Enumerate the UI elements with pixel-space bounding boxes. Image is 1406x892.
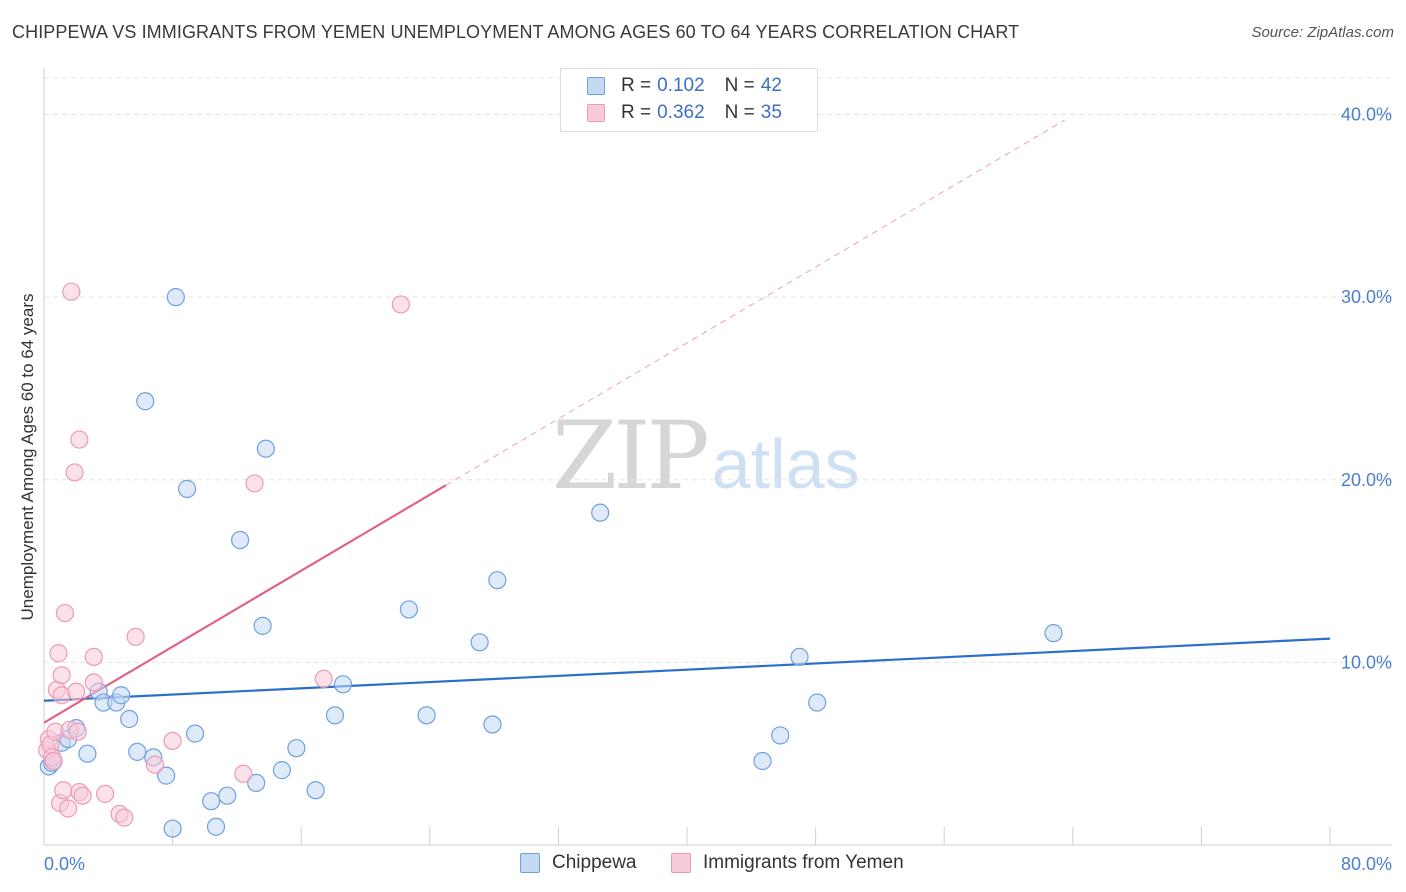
legend-r-label: R =: [621, 75, 652, 96]
point-chippewa: [253, 616, 272, 635]
legend-n-label: N =: [724, 102, 755, 123]
point-chippewa: [136, 392, 155, 411]
point-yemen: [73, 786, 92, 805]
series-legend-yemen[interactable]: Immigrants from Yemen: [671, 852, 904, 874]
series-legend: Chippewa Immigrants from Yemen: [0, 852, 1406, 876]
point-chippewa: [120, 709, 139, 729]
trendlines: [43, 119, 1331, 724]
point-chippewa: [247, 773, 266, 793]
point-chippewa: [790, 647, 809, 667]
point-chippewa: [753, 751, 772, 771]
y-tick-label: 10.0%: [1341, 652, 1392, 672]
series-legend-label: Immigrants from Yemen: [703, 852, 904, 873]
point-yemen: [70, 430, 89, 449]
legend-n-label: N =: [724, 75, 755, 96]
point-yemen: [95, 784, 115, 803]
gridlines: [44, 77, 1392, 663]
point-chippewa: [488, 571, 507, 590]
point-chippewa: [272, 761, 292, 780]
point-chippewa: [128, 742, 147, 761]
point-chippewa: [186, 724, 205, 743]
legend-n-value: 42: [760, 75, 782, 96]
trendline-yemen: [43, 484, 447, 724]
point-chippewa: [218, 786, 237, 805]
legend-r-value: 0.102: [657, 75, 705, 96]
point-yemen: [68, 722, 87, 741]
point-chippewa: [78, 744, 97, 763]
point-yemen: [126, 627, 145, 646]
point-chippewa: [808, 693, 827, 712]
point-yemen: [115, 808, 134, 827]
point-yemen: [391, 295, 410, 314]
point-yemen: [84, 647, 103, 667]
trendline-chippewa: [43, 637, 1331, 702]
point-yemen: [59, 799, 78, 818]
x-tick-label: 80.0%: [1341, 854, 1392, 874]
point-chippewa: [166, 288, 185, 307]
point-chippewa: [287, 739, 306, 758]
point-chippewa: [177, 479, 197, 498]
y-tick-label: 20.0%: [1341, 470, 1392, 490]
legend: R = 0.102 N = 42 R = 0.362 N = 35: [560, 68, 818, 132]
legend-swatch-chippewa: [587, 77, 605, 95]
point-chippewa: [325, 706, 345, 725]
x-tick-label: 0.0%: [44, 854, 85, 874]
point-yemen: [54, 781, 73, 800]
point-chippewa: [206, 817, 226, 836]
point-yemen: [163, 731, 182, 751]
point-yemen: [52, 666, 71, 685]
trendline-yemen-extension: [445, 119, 1066, 486]
series-legend-chippewa[interactable]: Chippewa: [520, 852, 637, 874]
point-chippewa: [591, 503, 610, 522]
point-chippewa: [163, 819, 182, 838]
point-chippewa: [333, 675, 353, 694]
chart-title: CHIPPEWA VS IMMIGRANTS FROM YEMEN UNEMPL…: [12, 22, 1020, 42]
point-yemen: [84, 673, 103, 692]
data-points: [38, 282, 1063, 838]
point-yemen: [234, 764, 253, 783]
y-tick-label: 40.0%: [1341, 105, 1392, 125]
point-yemen: [314, 669, 333, 688]
point-yemen: [145, 755, 165, 774]
point-chippewa: [399, 600, 419, 619]
point-chippewa: [112, 686, 131, 705]
legend-r-value: 0.362: [657, 102, 705, 123]
point-yemen: [245, 474, 264, 493]
point-yemen: [67, 682, 86, 701]
point-chippewa: [202, 792, 221, 811]
point-yemen: [65, 463, 84, 482]
tick-labels: 10.0% 20.0% 30.0% 40.0% 0.0% 80.0%: [44, 105, 1392, 874]
source-label: Source: ZipAtlas.com: [1251, 24, 1394, 41]
y-tick-label: 30.0%: [1341, 287, 1392, 307]
legend-row-chippewa: R = 0.102 N = 42: [587, 75, 782, 97]
legend-r-label: R =: [621, 102, 652, 123]
point-yemen: [55, 603, 74, 623]
series-swatch-yemen: [671, 853, 691, 873]
point-chippewa: [1044, 624, 1063, 643]
point-chippewa: [306, 781, 325, 800]
axes: [43, 68, 1392, 846]
point-chippewa: [470, 633, 489, 652]
point-chippewa: [231, 530, 250, 550]
point-chippewa: [417, 706, 436, 725]
series-legend-label: Chippewa: [552, 852, 637, 873]
point-chippewa: [256, 439, 275, 458]
series-swatch-chippewa: [520, 853, 540, 873]
point-yemen: [44, 751, 63, 771]
legend-swatch-yemen: [587, 104, 605, 122]
point-chippewa: [483, 715, 502, 734]
point-chippewa: [157, 766, 176, 785]
point-yemen: [62, 282, 81, 301]
point-yemen: [49, 644, 68, 663]
point-chippewa: [771, 726, 790, 745]
legend-n-value: 35: [760, 102, 782, 123]
legend-row-yemen: R = 0.362 N = 35: [587, 102, 782, 124]
